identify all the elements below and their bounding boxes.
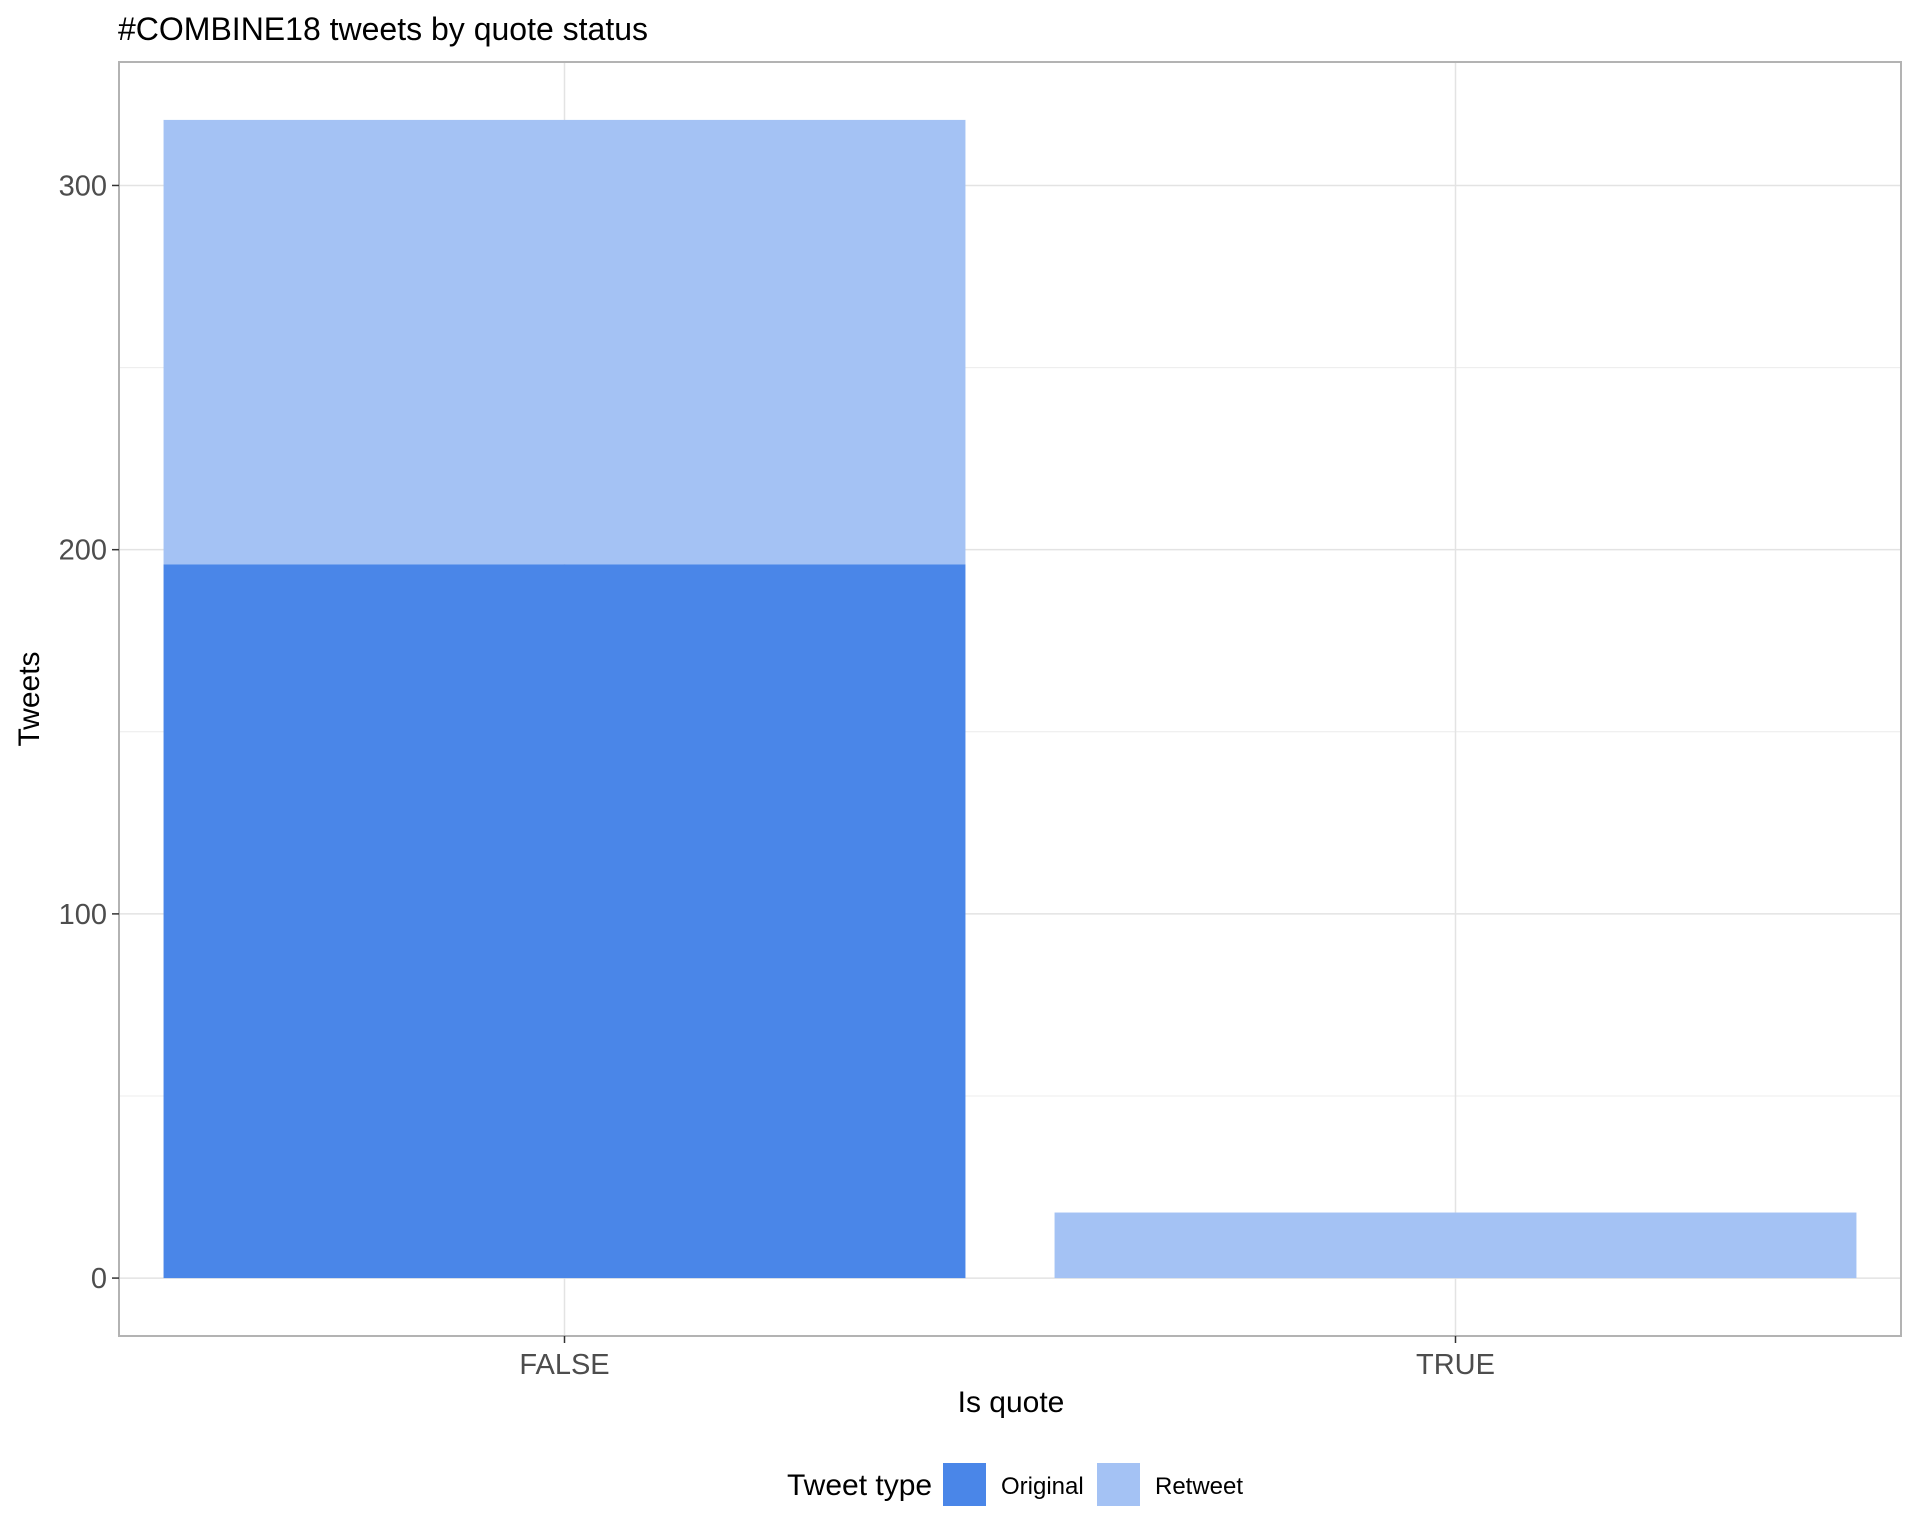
legend-title: Tweet type (787, 1469, 932, 1502)
y-tick-label: 200 (59, 535, 107, 567)
y-tick-label: 100 (59, 899, 107, 931)
y-tick-label: 300 (59, 170, 107, 202)
plot-border (118, 61, 1902, 1337)
legend-label-retweet: Retweet (1155, 1473, 1243, 1500)
y-axis: 0 100 200 300 (59, 170, 119, 1295)
x-tick-label: FALSE (519, 1349, 609, 1381)
x-tick-label: TRUE (1416, 1349, 1495, 1381)
y-axis-label: Tweets (13, 651, 46, 746)
x-axis-label: Is quote (958, 1386, 1065, 1419)
chart-title: #COMBINE18 tweets by quote status (118, 11, 648, 47)
legend: Tweet type Original Retweet (787, 1463, 1243, 1506)
bar-false-original (163, 564, 966, 1279)
plot-panel (118, 61, 1902, 1337)
bar-true-retweet (1054, 1212, 1857, 1279)
legend-key-original (943, 1463, 986, 1506)
legend-key-retweet (1097, 1463, 1140, 1506)
bars (163, 119, 1857, 1279)
x-axis: FALSE TRUE (519, 1336, 1495, 1381)
bar-false-retweet (163, 119, 966, 565)
legend-items: Original Retweet (943, 1463, 1243, 1506)
y-tick-label: 0 (91, 1263, 107, 1295)
legend-label-original: Original (1001, 1473, 1084, 1500)
